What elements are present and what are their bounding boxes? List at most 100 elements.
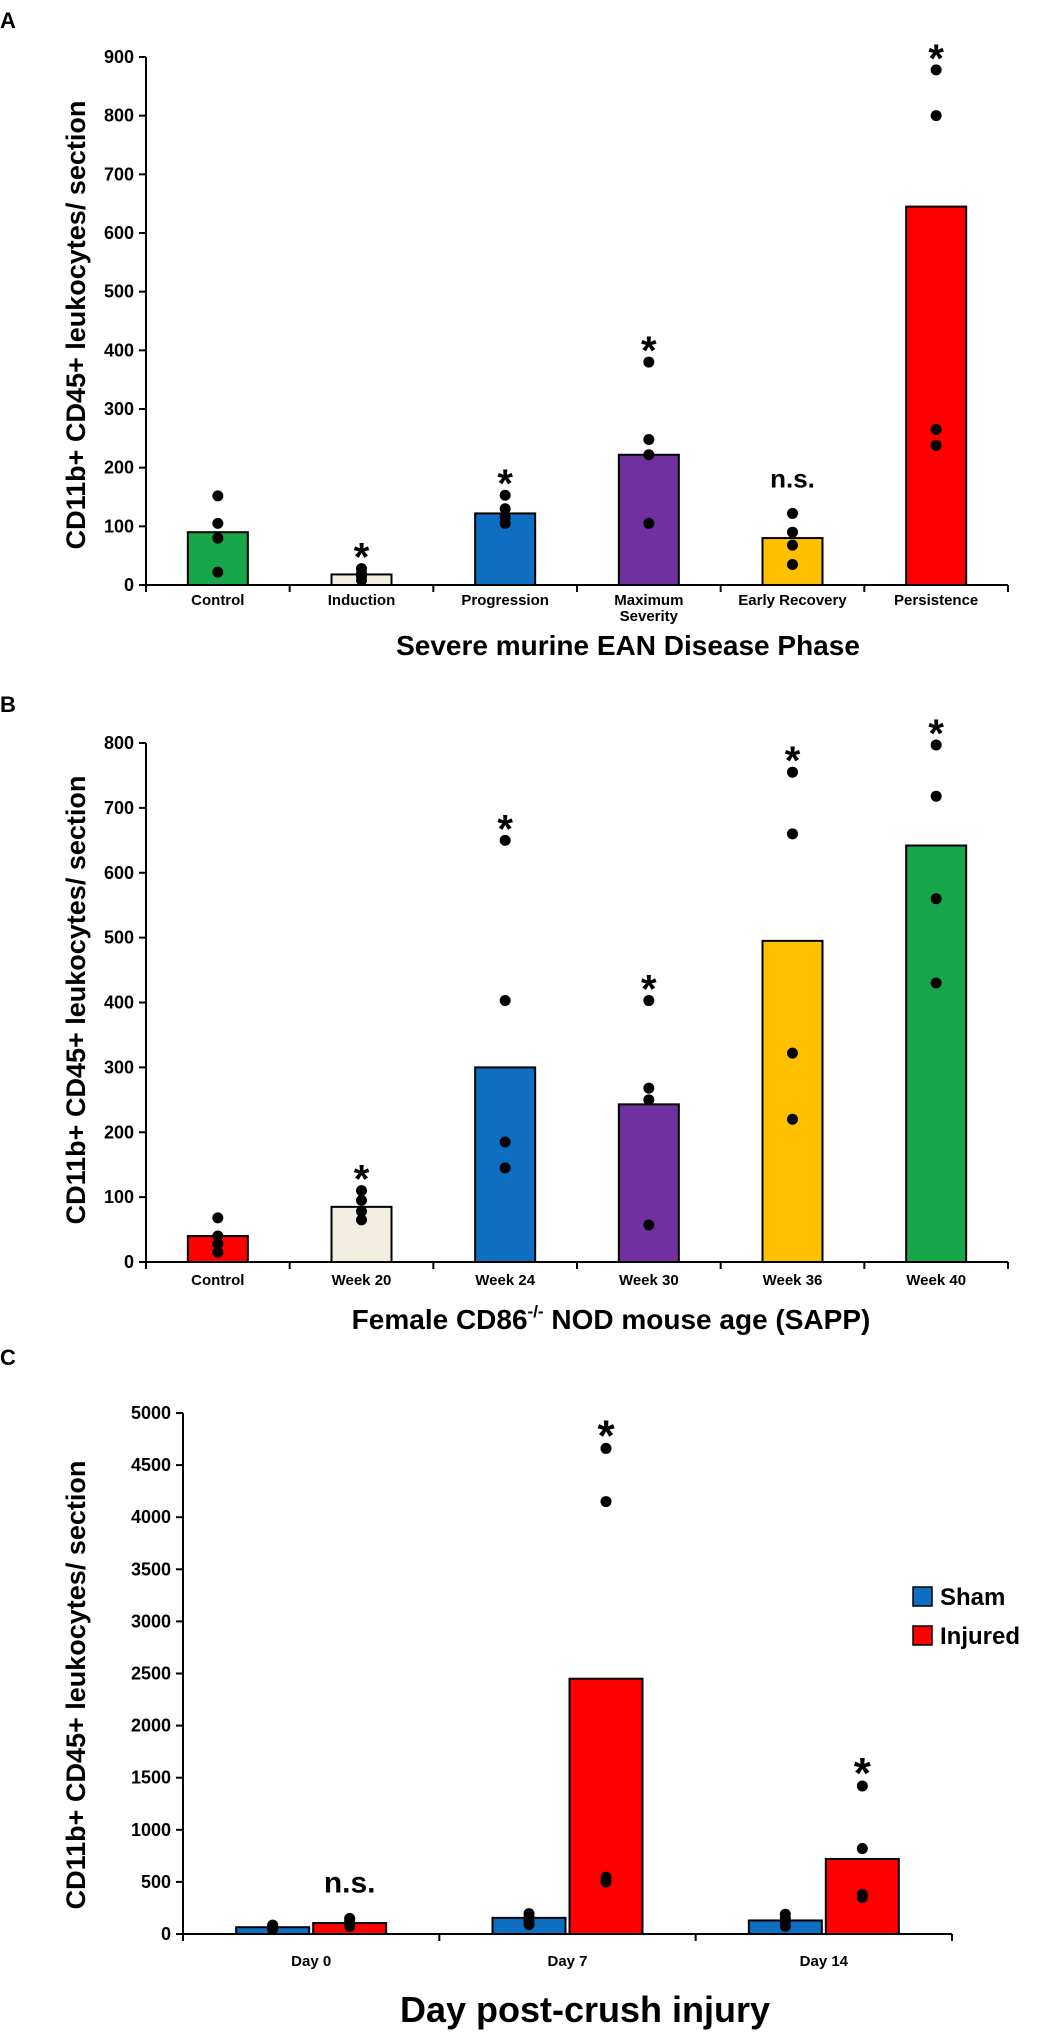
panel-c-data-point bbox=[523, 1908, 535, 1920]
panel-b-category-label: Week 30 bbox=[619, 1272, 679, 1289]
panel-b-x-axis-title: Female CD86-/- NOD mouse age (SAPP) bbox=[352, 1302, 871, 1335]
panel-a-data-point bbox=[212, 566, 224, 578]
panel-b-data-point bbox=[499, 834, 511, 846]
panel-b-data-point bbox=[643, 1082, 655, 1094]
panel-b-significance-label: * bbox=[928, 712, 944, 756]
panel-b-y-tick-label: 600 bbox=[104, 863, 134, 883]
panel-c-category-label: Day 0 bbox=[291, 1953, 331, 1970]
panel-c-data-point bbox=[600, 1442, 612, 1454]
panel-b-data-point bbox=[499, 995, 511, 1007]
panel-a-y-tick-label: 800 bbox=[104, 106, 134, 126]
panel-a-y-tick-label: 700 bbox=[104, 164, 134, 184]
legend-swatch-injured bbox=[912, 1625, 933, 1646]
panel-c-y-tick-label: 4500 bbox=[131, 1455, 171, 1475]
panel-b-data-point bbox=[499, 1136, 511, 1148]
panel-b-y-tick-label: 200 bbox=[104, 1122, 134, 1142]
panel-a-y-tick-label: 200 bbox=[104, 458, 134, 478]
panel-b-data-point bbox=[930, 739, 942, 751]
panel-a-y-tick-label: 300 bbox=[104, 399, 134, 419]
panel-c-y-tick-label: 500 bbox=[141, 1872, 171, 1892]
panel-c-y-tick-label: 1000 bbox=[131, 1820, 171, 1840]
panel-c-data-point bbox=[600, 1496, 612, 1508]
panel-c-y-tick-label: 5000 bbox=[131, 1403, 171, 1423]
panel-a-plot: 0 100 200 300 400 500 600 700 800 900 Control * Indu… bbox=[104, 37, 1009, 625]
legend-label-sham: Sham bbox=[940, 1584, 1005, 1611]
panel-b-data-point bbox=[499, 1162, 511, 1174]
panel-a-significance-label: n.s. bbox=[770, 463, 815, 493]
panel-c-y-tick-label: 0 bbox=[161, 1924, 171, 1944]
panel-a-data-point bbox=[499, 503, 511, 515]
panel-c-letter: C bbox=[0, 1345, 16, 1370]
panel-b-y-tick-label: 0 bbox=[124, 1252, 134, 1272]
panel-a-y-tick-label: 900 bbox=[104, 47, 134, 67]
panel-b-category-label: Week 24 bbox=[475, 1272, 535, 1289]
panel-a-y-tick-label: 0 bbox=[124, 575, 134, 595]
panel-c-y-tick-label: 1500 bbox=[131, 1768, 171, 1788]
panel-a-significance-label: * bbox=[641, 329, 657, 373]
panel-a-data-point bbox=[499, 489, 511, 501]
panel-a-data-point bbox=[787, 507, 798, 519]
panel-c-data-point bbox=[344, 1912, 356, 1924]
panel-a-data-point bbox=[930, 439, 942, 451]
panel-b-data-point bbox=[212, 1246, 224, 1258]
panel-b-bar bbox=[761, 939, 824, 1264]
panel-b-data-point bbox=[212, 1230, 224, 1242]
panel-b-data-point bbox=[356, 1194, 367, 1206]
panel-b-y-tick-label: 700 bbox=[104, 798, 134, 818]
panel-a-y-tick-label: 100 bbox=[104, 516, 134, 536]
panel-c-significance-label: * bbox=[597, 1411, 615, 1460]
panel-c-plot: 0 500 1000 1500 2000 2500 3000 3500 4000 4500 5000… bbox=[131, 1403, 953, 1970]
panel-b-category-label: Control bbox=[191, 1272, 244, 1289]
panel-b-data-point bbox=[643, 995, 655, 1007]
panel-b-data-point bbox=[356, 1205, 367, 1217]
panel-a-significance-label: * bbox=[928, 37, 944, 81]
panel-a-category-label: Induction bbox=[328, 592, 396, 609]
panel-b-data-point bbox=[787, 1113, 798, 1125]
panel-b-significance-label: * bbox=[641, 968, 657, 1012]
panel-b-data-point bbox=[787, 1047, 798, 1059]
panel-a-data-point bbox=[643, 434, 655, 446]
panel-a-data-point bbox=[499, 512, 511, 524]
legend-label-injured: Injured bbox=[940, 1623, 1020, 1650]
panel-a-category-label: Severity bbox=[620, 608, 679, 625]
panel-b-y-tick-label: 800 bbox=[104, 733, 134, 753]
panel-b-significance-label: * bbox=[497, 807, 513, 851]
panel-b-x-title-main: Female CD86 bbox=[352, 1304, 528, 1335]
panel-a-letter: A bbox=[0, 8, 16, 33]
panel-b-significance-label: * bbox=[785, 739, 801, 783]
panel-a-data-point bbox=[356, 563, 367, 575]
panel-c-x-axis-title: Day post-crush injury bbox=[400, 1989, 770, 2030]
panel-b-data-point bbox=[212, 1212, 224, 1224]
panel-c-data-point bbox=[779, 1908, 791, 1920]
panel-b-y-tick-label: 500 bbox=[104, 928, 134, 948]
panel-a-significance-label: * bbox=[497, 462, 513, 506]
panel-b-significance-label: * bbox=[354, 1158, 370, 1202]
panel-a-data-point bbox=[643, 517, 655, 529]
panel-b-y-tick-label: 400 bbox=[104, 993, 134, 1013]
panel-b-bar bbox=[905, 844, 968, 1263]
panel-b-category-label: Week 40 bbox=[906, 1272, 966, 1289]
panel-b-data-point bbox=[212, 1238, 224, 1250]
panel-c-data-point bbox=[856, 1843, 868, 1855]
panel-c-significance-label: n.s. bbox=[324, 1866, 376, 1899]
panel-b-data-point bbox=[930, 893, 942, 905]
panel-a-data-point bbox=[643, 449, 655, 461]
panel-a-bar bbox=[617, 453, 680, 587]
panel-b-y-axis-title: CD11b+ CD45+ leukocytes/ section bbox=[61, 776, 91, 1225]
panel-a-data-point bbox=[643, 356, 655, 368]
panel-b-data-point bbox=[356, 1185, 367, 1197]
panel-a-data-point bbox=[787, 526, 798, 538]
panel-a-significance-label: * bbox=[354, 536, 370, 580]
panel-a-category-label: Control bbox=[191, 592, 244, 609]
panel-b-letter: B bbox=[0, 692, 16, 717]
panel-b-x-title-tail: NOD mouse age (SAPP) bbox=[544, 1304, 871, 1335]
panel-a-category-label: Maximum bbox=[614, 592, 683, 609]
panel-c-data-point bbox=[856, 1888, 868, 1900]
panel-a-data-point bbox=[212, 517, 224, 529]
panel-a-data-point bbox=[930, 110, 942, 122]
panel-b-data-point bbox=[787, 828, 798, 840]
panel-c-y-axis-title: CD11b+ CD45+ leukocytes/ section bbox=[61, 1461, 91, 1910]
legend: Sham Injured bbox=[912, 1584, 1020, 1650]
panel-c-y-tick-label: 4000 bbox=[131, 1507, 171, 1527]
